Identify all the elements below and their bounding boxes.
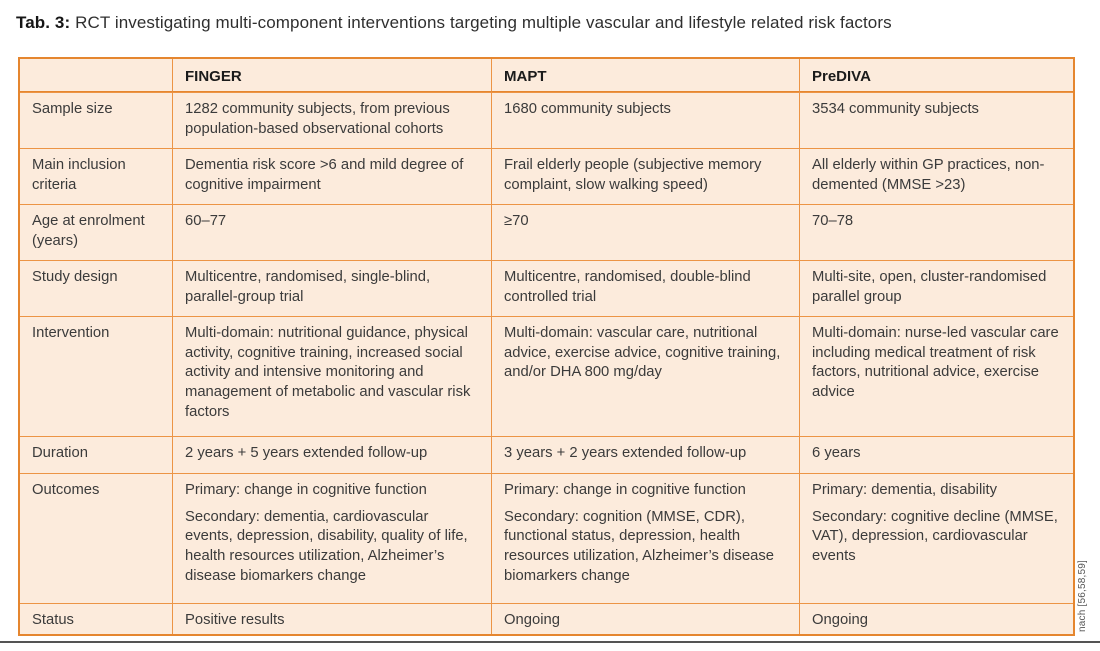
row-label-duration: Duration xyxy=(20,436,172,473)
table-caption-text: RCT investigating multi-component interv… xyxy=(75,13,892,32)
cell-outcomes-prediva: Primary: dementia, disability Secondary:… xyxy=(799,473,1073,603)
cell-status-prediva: Ongoing xyxy=(799,603,1073,634)
outcomes-prediva-primary: Primary: dementia, disability xyxy=(812,482,998,498)
outcomes-finger-secondary: Secondary: dementia, cardiovascular even… xyxy=(185,508,468,584)
cell-inclusion-mapt: Frail elderly people (subjective memory … xyxy=(491,148,799,204)
row-label-inclusion-criteria: Main inclusion criteria xyxy=(20,148,172,204)
row-label-status: Status xyxy=(20,603,172,634)
cell-intervention-finger: Multi-domain: nutritional guidance, phys… xyxy=(172,316,491,436)
cell-intervention-prediva: Multi-domain: nurse-led vascular care in… xyxy=(799,316,1073,436)
comparison-table: FINGER MAPT PreDIVA Sample size 1282 com… xyxy=(18,57,1075,636)
table-caption: Tab. 3: RCT investigating multi-componen… xyxy=(16,13,892,33)
cell-duration-finger: 2 years + 5 years extended follow-up xyxy=(172,436,491,473)
outcomes-finger-primary: Primary: change in cognitive function xyxy=(185,482,427,498)
cell-design-finger: Multicentre, randomised, single-blind, p… xyxy=(172,260,491,316)
page-divider-rule xyxy=(0,641,1100,643)
cell-status-mapt: Ongoing xyxy=(491,603,799,634)
cell-intervention-mapt: Multi-domain: vascular care, nutritional… xyxy=(491,316,799,436)
cell-sample-size-finger: 1282 community subjects, from previous p… xyxy=(172,92,491,148)
row-label-sample-size: Sample size xyxy=(20,92,172,148)
header-prediva: PreDIVA xyxy=(799,59,1073,92)
cell-sample-size-mapt: 1680 community subjects xyxy=(491,92,799,148)
cell-duration-mapt: 3 years + 2 years extended follow-up xyxy=(491,436,799,473)
cell-duration-prediva: 6 years xyxy=(799,436,1073,473)
row-label-outcomes: Outcomes xyxy=(20,473,172,603)
table-caption-number: Tab. 3: xyxy=(16,13,71,32)
row-label-intervention: Intervention xyxy=(20,316,172,436)
header-finger: FINGER xyxy=(172,59,491,92)
cell-inclusion-prediva: All elderly within GP practices, non-dem… xyxy=(799,148,1073,204)
cell-age-prediva: 70–78 xyxy=(799,204,1073,260)
cell-design-prediva: Multi-site, open, cluster-randomised par… xyxy=(799,260,1073,316)
row-label-age: Age at enrolment (years) xyxy=(20,204,172,260)
outcomes-prediva-secondary: Secondary: cognitive decline (MMSE, VAT)… xyxy=(812,508,1058,565)
cell-outcomes-finger: Primary: change in cognitive function Se… xyxy=(172,473,491,603)
outcomes-mapt-primary: Primary: change in cognitive function xyxy=(504,482,746,498)
cell-age-mapt: ≥70 xyxy=(491,204,799,260)
row-label-study-design: Study design xyxy=(20,260,172,316)
header-mapt: MAPT xyxy=(491,59,799,92)
cell-outcomes-mapt: Primary: change in cognitive function Se… xyxy=(491,473,799,603)
header-corner-cell xyxy=(20,59,172,92)
outcomes-mapt-secondary: Secondary: cognition (MMSE, CDR), functi… xyxy=(504,508,775,584)
cell-design-mapt: Multicentre, randomised, double-blind co… xyxy=(491,260,799,316)
cell-sample-size-prediva: 3534 community subjects xyxy=(799,92,1073,148)
cell-inclusion-finger: Dementia risk score >6 and mild degree o… xyxy=(172,148,491,204)
cell-status-finger: Positive results xyxy=(172,603,491,634)
cell-age-finger: 60–77 xyxy=(172,204,491,260)
source-citation-note: nach [56,58,59] xyxy=(1077,560,1088,632)
